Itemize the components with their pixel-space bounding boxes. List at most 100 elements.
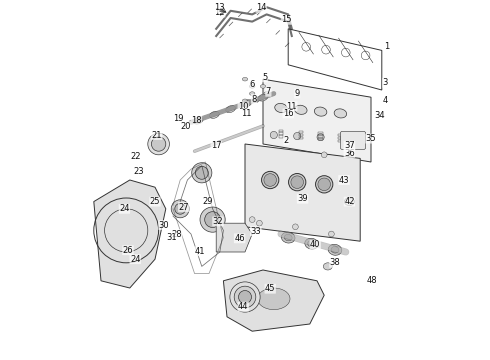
Text: 18: 18 xyxy=(191,116,202,125)
Ellipse shape xyxy=(249,85,255,88)
Bar xyxy=(338,134,343,136)
Text: 13: 13 xyxy=(215,4,225,13)
Text: 9: 9 xyxy=(294,89,300,98)
Bar xyxy=(298,134,303,136)
Ellipse shape xyxy=(334,109,346,118)
Text: 7: 7 xyxy=(266,87,271,96)
Text: 23: 23 xyxy=(133,166,144,176)
Text: 34: 34 xyxy=(375,112,385,120)
Bar xyxy=(298,137,303,139)
Ellipse shape xyxy=(242,100,252,107)
Bar xyxy=(279,130,283,132)
Text: 45: 45 xyxy=(265,284,275,293)
Ellipse shape xyxy=(194,117,203,124)
Polygon shape xyxy=(94,180,166,288)
Circle shape xyxy=(293,224,298,230)
Text: 10: 10 xyxy=(238,102,248,111)
Text: 48: 48 xyxy=(367,276,377,285)
Ellipse shape xyxy=(308,240,316,247)
Text: 14: 14 xyxy=(256,4,267,13)
Ellipse shape xyxy=(264,174,276,186)
Circle shape xyxy=(234,286,256,308)
Text: 46: 46 xyxy=(234,234,245,243)
Circle shape xyxy=(230,282,260,312)
Text: 24: 24 xyxy=(119,204,130,213)
Ellipse shape xyxy=(258,288,290,310)
Ellipse shape xyxy=(275,103,287,113)
Circle shape xyxy=(341,135,347,142)
Circle shape xyxy=(196,166,208,179)
Text: 1: 1 xyxy=(385,42,390,51)
Ellipse shape xyxy=(318,178,330,191)
Ellipse shape xyxy=(284,234,292,241)
Ellipse shape xyxy=(291,176,303,189)
Text: 8: 8 xyxy=(251,95,257,104)
Circle shape xyxy=(249,217,255,222)
Text: 11: 11 xyxy=(287,102,297,111)
Ellipse shape xyxy=(323,263,332,270)
Ellipse shape xyxy=(305,238,318,249)
Text: 31: 31 xyxy=(166,233,176,242)
Text: 4: 4 xyxy=(383,96,388,105)
Text: 38: 38 xyxy=(330,258,341,267)
Ellipse shape xyxy=(294,105,307,114)
Text: 15: 15 xyxy=(281,15,292,24)
Ellipse shape xyxy=(260,85,266,88)
Text: 27: 27 xyxy=(178,202,189,212)
Text: 12: 12 xyxy=(215,8,225,17)
Text: 22: 22 xyxy=(130,152,141,161)
Text: 36: 36 xyxy=(344,149,355,158)
Bar xyxy=(338,140,343,142)
Text: 43: 43 xyxy=(339,176,349,185)
Ellipse shape xyxy=(226,105,236,113)
Polygon shape xyxy=(223,270,324,331)
Circle shape xyxy=(239,291,251,303)
Circle shape xyxy=(231,230,245,245)
Text: 32: 32 xyxy=(213,217,223,226)
Circle shape xyxy=(257,220,262,226)
Ellipse shape xyxy=(242,99,248,103)
Text: 20: 20 xyxy=(180,122,191,131)
Text: 25: 25 xyxy=(150,197,160,206)
Circle shape xyxy=(270,131,277,139)
Text: 37: 37 xyxy=(344,141,355,150)
Circle shape xyxy=(171,200,189,218)
Text: 44: 44 xyxy=(238,302,248,311)
Polygon shape xyxy=(263,79,371,162)
Text: 39: 39 xyxy=(297,194,308,203)
Text: 3: 3 xyxy=(383,78,388,87)
Polygon shape xyxy=(216,223,252,252)
Text: 33: 33 xyxy=(250,227,261,236)
Bar xyxy=(318,135,323,138)
Ellipse shape xyxy=(315,107,327,116)
Text: 40: 40 xyxy=(310,240,320,249)
Text: 29: 29 xyxy=(202,197,213,206)
Ellipse shape xyxy=(262,171,279,189)
Bar xyxy=(279,132,283,135)
Circle shape xyxy=(317,134,324,141)
Ellipse shape xyxy=(316,176,333,193)
Ellipse shape xyxy=(344,198,354,206)
Circle shape xyxy=(175,203,186,214)
Circle shape xyxy=(205,212,220,228)
Ellipse shape xyxy=(328,244,342,255)
Circle shape xyxy=(192,163,212,183)
Text: 2: 2 xyxy=(284,136,289,145)
Text: 30: 30 xyxy=(159,220,170,230)
Bar xyxy=(338,137,343,139)
Text: 35: 35 xyxy=(366,134,376,143)
Text: 5: 5 xyxy=(262,73,268,82)
Circle shape xyxy=(294,132,301,140)
Text: 41: 41 xyxy=(195,247,205,256)
Text: 28: 28 xyxy=(172,230,182,239)
FancyBboxPatch shape xyxy=(341,131,366,149)
Bar xyxy=(318,132,323,135)
Circle shape xyxy=(321,152,327,158)
Text: 42: 42 xyxy=(344,197,355,206)
Ellipse shape xyxy=(264,92,270,95)
Ellipse shape xyxy=(249,92,255,95)
Bar xyxy=(279,135,283,138)
Text: 26: 26 xyxy=(122,246,133,255)
Bar xyxy=(298,131,303,133)
Text: 6: 6 xyxy=(249,80,255,89)
